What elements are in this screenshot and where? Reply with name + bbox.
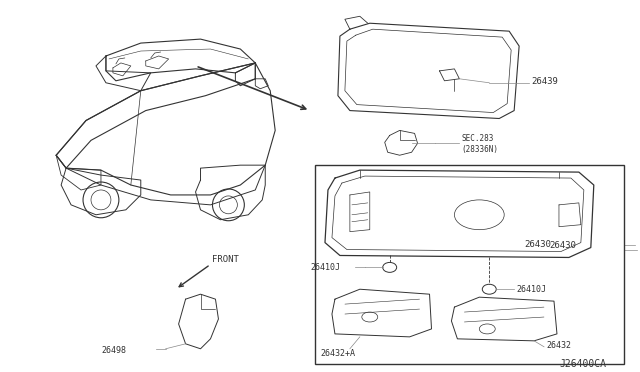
Text: 26498: 26498 xyxy=(101,346,126,355)
Text: 26410J: 26410J xyxy=(516,285,546,294)
Text: 26430: 26430 xyxy=(549,241,576,250)
Bar xyxy=(315,165,623,364)
Text: 26410J: 26410J xyxy=(310,263,340,272)
Text: J26400CA: J26400CA xyxy=(559,359,606,369)
Text: 26432+A: 26432+A xyxy=(320,349,355,358)
Text: (28336N): (28336N) xyxy=(461,145,499,154)
Text: SEC.283: SEC.283 xyxy=(461,134,493,143)
Text: 26439: 26439 xyxy=(531,77,558,86)
Text: 26430: 26430 xyxy=(524,240,551,249)
Text: FRONT: FRONT xyxy=(212,255,239,264)
Text: 26432: 26432 xyxy=(546,341,571,350)
